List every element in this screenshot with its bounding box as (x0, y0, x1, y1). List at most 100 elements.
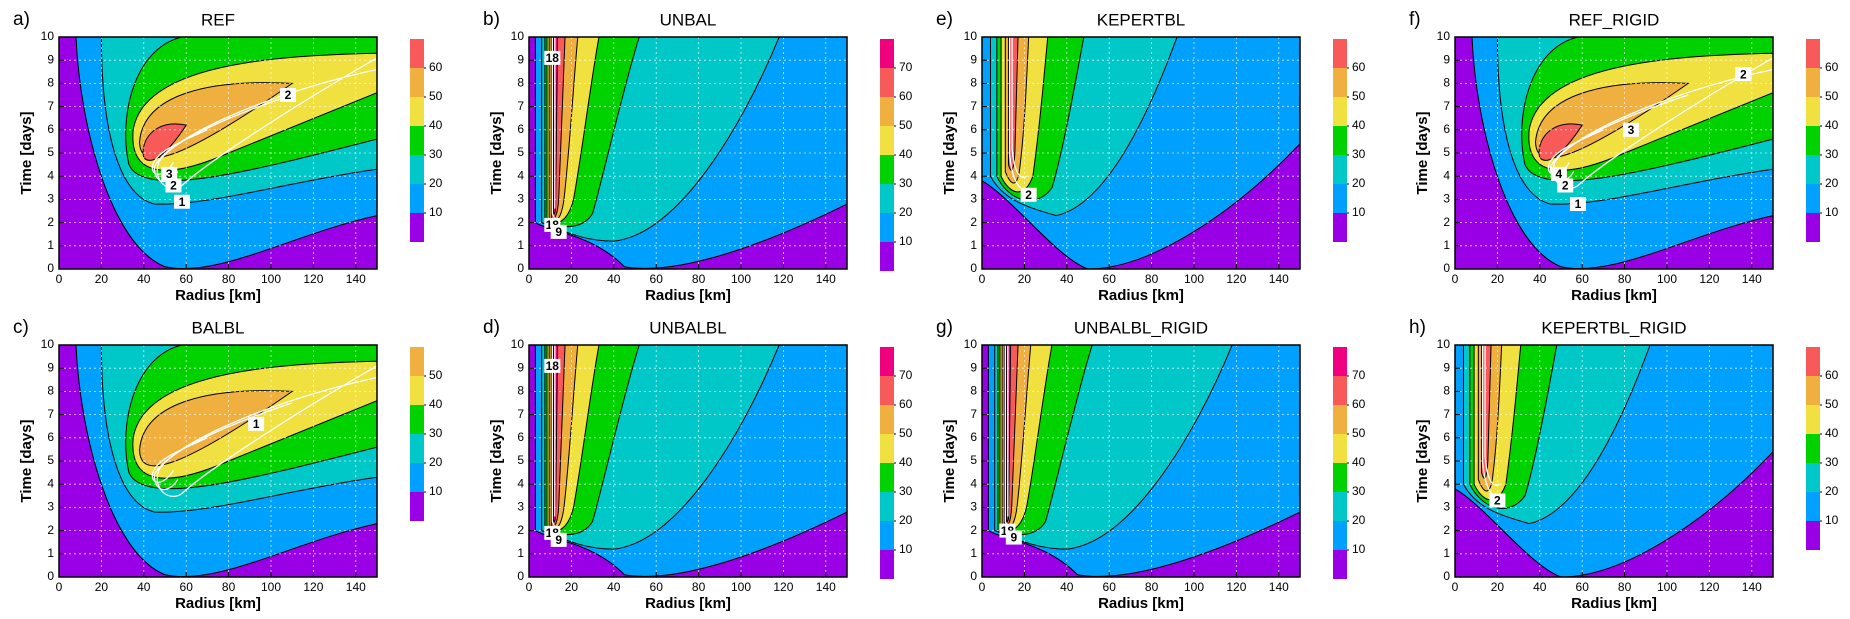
colorbar-tick-label: 50 (1352, 89, 1366, 103)
contour-label: 1 (253, 417, 260, 431)
colorbar-tick-label: 70 (1352, 368, 1366, 382)
contour-label-box (544, 50, 561, 65)
y-tick-label: 5 (517, 453, 524, 467)
y-tick-label: 0 (970, 569, 977, 583)
x-tick-label: 60 (1576, 272, 1590, 286)
contour-label: 9 (555, 225, 562, 239)
colorbar-box (1806, 126, 1820, 155)
y-tick-label: 7 (970, 99, 977, 113)
colorbar-tick-label: 20 (1352, 513, 1366, 527)
x-tick-label: 0 (979, 580, 986, 594)
y-tick-label: 2 (1443, 215, 1450, 229)
x-axis-label: Radius [km] (175, 287, 261, 304)
colorbar-box (880, 347, 894, 376)
contour-label-box (1735, 67, 1752, 82)
colorbar-tick-label: 50 (899, 426, 913, 440)
colorbar-box (880, 39, 894, 68)
x-tick-label: 60 (650, 272, 664, 286)
y-tick-label: 6 (47, 122, 54, 136)
chart-title: KEPERTBL_RIGID (1541, 318, 1686, 337)
y-tick-label: 5 (1443, 145, 1450, 159)
chart-title: BALBL (192, 318, 245, 337)
x-tick-label: 0 (56, 272, 63, 286)
colorbar-tick-label: 40 (1825, 118, 1839, 132)
panel-label: d) (483, 317, 500, 338)
x-tick-label: 120 (1226, 580, 1246, 594)
x-axis-label: Radius [km] (175, 595, 261, 612)
y-tick-label: 4 (517, 168, 524, 182)
y-tick-label: 7 (47, 407, 54, 421)
colorbar-box (410, 376, 424, 405)
plot-area (59, 345, 377, 577)
colorbar-tick-label: 40 (429, 397, 443, 411)
y-axis-label: Time [days] (941, 111, 958, 194)
colorbar-box (880, 550, 894, 579)
colorbar-tick-label: 60 (1825, 60, 1839, 74)
colorbar-box (880, 184, 894, 213)
x-tick-label: 40 (1060, 272, 1074, 286)
x-axis-label: Radius [km] (645, 595, 731, 612)
contour-fill (1481, 345, 1492, 479)
contour-label-box (248, 416, 265, 431)
contour-fill (139, 82, 294, 159)
x-tick-label: 40 (607, 580, 621, 594)
colorbar-tick-label: 30 (899, 176, 913, 190)
colorbar-box (1806, 347, 1820, 376)
contour-label: 2 (1562, 179, 1569, 193)
contour-label: 18 (546, 359, 560, 373)
panel-label: b) (483, 9, 500, 30)
y-tick-label: 4 (1443, 476, 1450, 490)
y-tick-label: 0 (970, 261, 977, 275)
colorbar-box (1806, 39, 1820, 68)
x-tick-label: 60 (180, 272, 194, 286)
contour-line (551, 345, 556, 527)
panel-label: h) (1409, 317, 1426, 338)
y-tick-label: 9 (517, 52, 524, 66)
colorbar-tick-label: 10 (1825, 513, 1839, 527)
x-tick-label: 20 (1018, 272, 1032, 286)
contour-label: 2 (1025, 188, 1032, 202)
panel-label: f) (1409, 9, 1421, 30)
colorbar-box (410, 492, 424, 521)
colorbar-tick-label: 30 (429, 147, 443, 161)
y-tick-label: 7 (970, 407, 977, 421)
colorbar-tick-label: 10 (429, 205, 443, 219)
colorbar-box (1806, 97, 1820, 126)
colorbar-tick-label: 20 (429, 176, 443, 190)
y-tick-label: 10 (41, 337, 55, 351)
contour-fill (1008, 37, 1019, 171)
colorbar-tick-label: 60 (1825, 368, 1839, 382)
x-tick-label: 140 (816, 272, 836, 286)
x-tick-label: 0 (526, 580, 533, 594)
y-axis-label: Time [days] (18, 419, 35, 502)
contour-label: 3 (166, 167, 173, 181)
y-tick-label: 8 (970, 384, 977, 398)
y-tick-label: 5 (970, 453, 977, 467)
colorbar-tick-label: 50 (429, 368, 443, 382)
colorbar-box (1806, 68, 1820, 97)
y-tick-label: 8 (1443, 76, 1450, 90)
colorbar-tick-label: 10 (899, 542, 913, 556)
x-tick-label: 80 (1618, 580, 1632, 594)
y-tick-label: 1 (970, 546, 977, 560)
colorbar-box (880, 434, 894, 463)
y-tick-label: 8 (47, 384, 54, 398)
y-tick-label: 1 (970, 238, 977, 252)
colorbar-box (410, 405, 424, 434)
x-tick-label: 80 (1618, 272, 1632, 286)
x-tick-label: 0 (1452, 580, 1459, 594)
y-tick-label: 3 (517, 500, 524, 514)
contour-label: 9 (1010, 531, 1017, 545)
contour-label-box (1569, 197, 1586, 212)
colorbar-box (410, 39, 424, 68)
y-tick-label: 6 (517, 122, 524, 136)
colorbar-box (1806, 155, 1820, 184)
colorbar-box (1333, 550, 1347, 579)
y-tick-label: 3 (1443, 192, 1450, 206)
colorbar-box (880, 242, 894, 271)
y-axis-label: Time [days] (941, 419, 958, 502)
colorbar-box (1806, 184, 1820, 213)
colorbar-tick-label: 40 (1352, 455, 1366, 469)
colorbar-box (410, 347, 424, 376)
colorbar-box (880, 213, 894, 242)
